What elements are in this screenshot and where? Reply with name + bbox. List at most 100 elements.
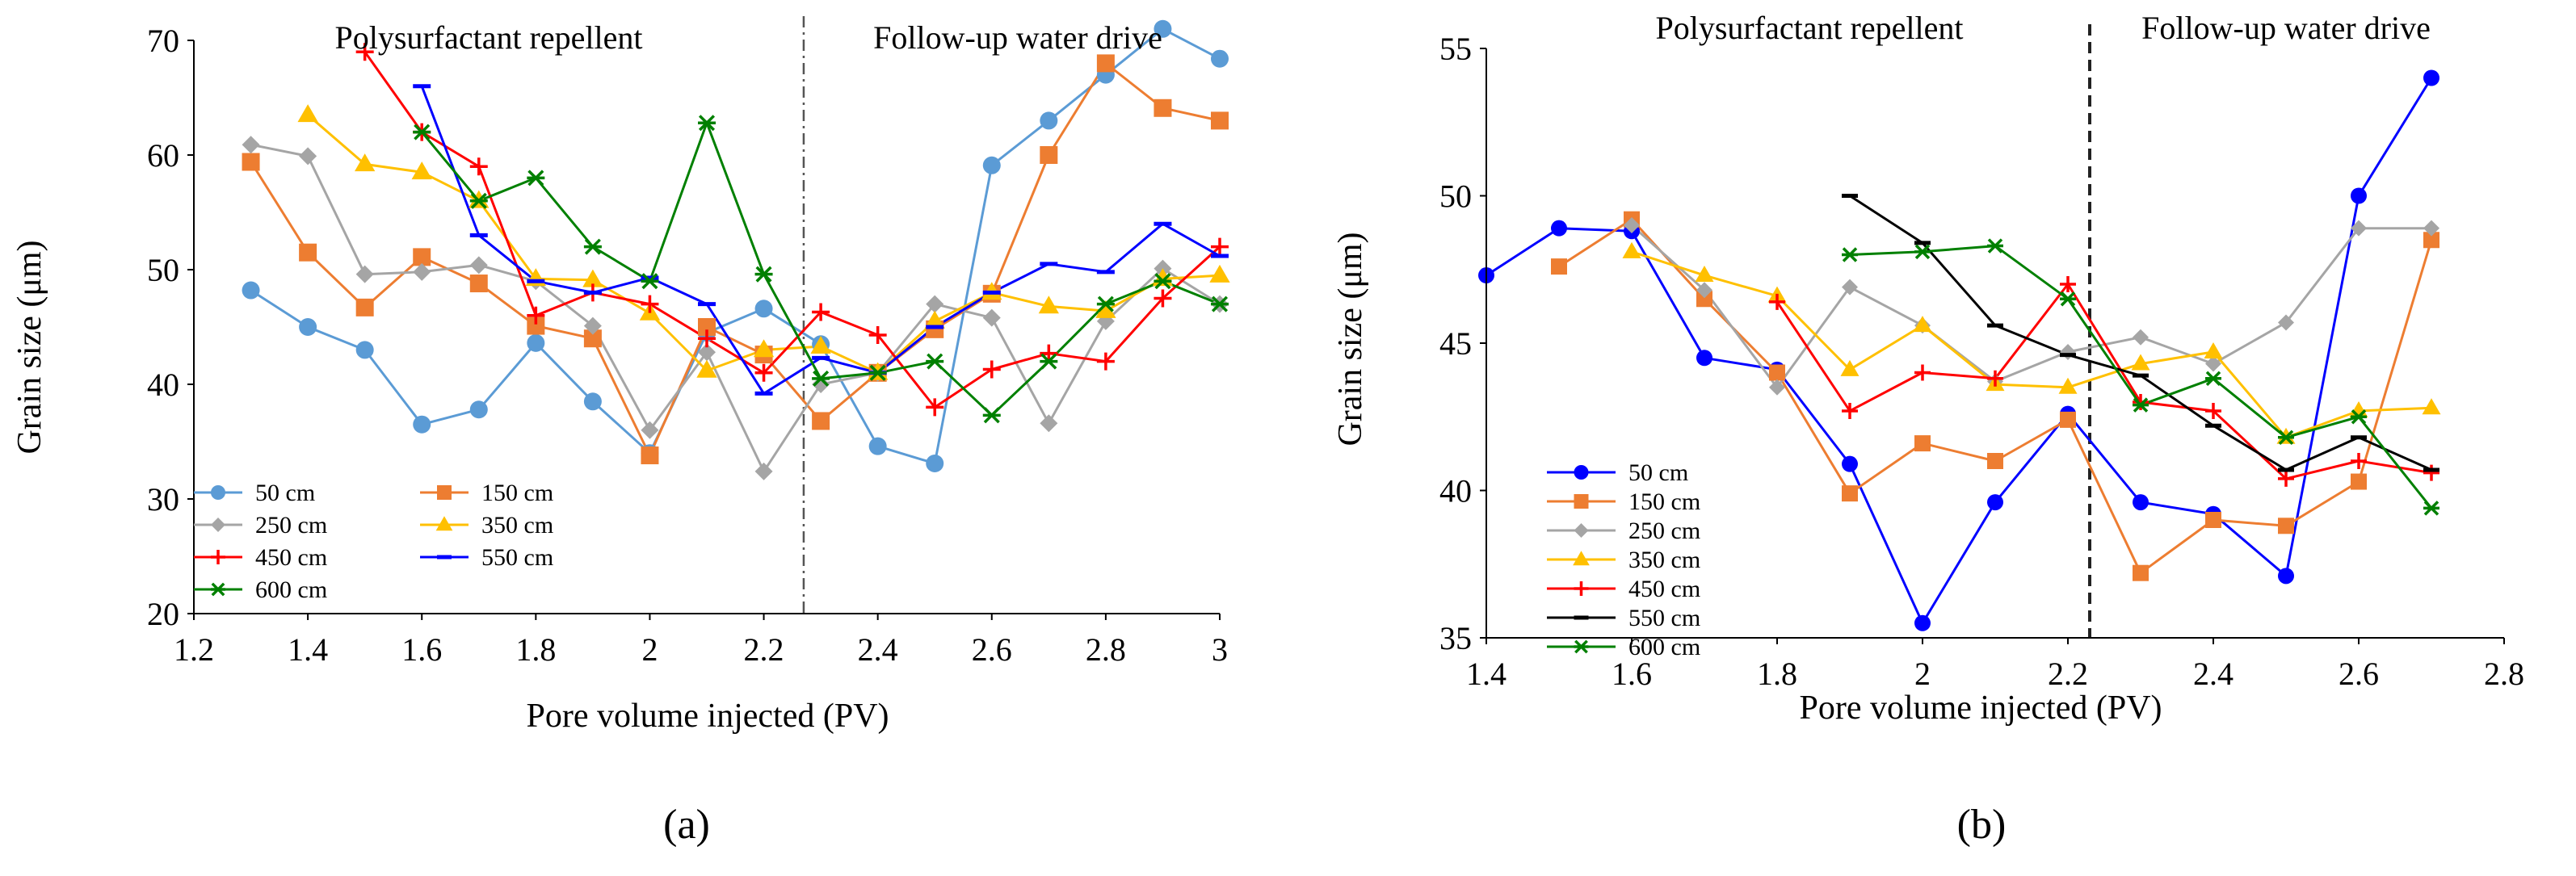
panel-b-point-450cm	[2133, 394, 2149, 410]
panel-a-y-tick-label: 30	[147, 481, 179, 518]
panel-b-legend-label-250cm: 250 cm	[1628, 518, 1700, 544]
panel-a-point-350cm	[297, 104, 318, 123]
panel-a-point-350cm	[411, 161, 432, 180]
panel-a-point-350cm	[753, 339, 775, 358]
panel-b-x-tick-label: 1.4	[1466, 656, 1507, 692]
panel-b-point-50cm	[1551, 220, 1567, 237]
panel-b-point-450cm	[2205, 402, 2221, 419]
panel-a-x-tick-label: 3	[1212, 631, 1228, 668]
panel-a-point-150cm	[698, 318, 716, 336]
panel-a-point-150cm	[527, 316, 545, 335]
panel-b-legend-marker-350cm	[1573, 551, 1590, 566]
panel-a-y-axis-title: Grain size (μm)	[11, 240, 48, 454]
panel-b-point-600cm	[2133, 397, 2149, 413]
panel-a-legend-marker-250cm	[211, 518, 225, 532]
panel-b-point-150cm	[2423, 232, 2439, 249]
panel-a-x-tick-label: 2.8	[1086, 631, 1126, 668]
panel-b-series-line-250cm	[1631, 224, 2431, 389]
panel-b-point-50cm	[1842, 455, 1858, 472]
panel-a-x-tick-label: 1.2	[174, 631, 214, 668]
panel-a-point-350cm	[1038, 295, 1059, 314]
panel-b-series-line-450cm	[1775, 283, 2432, 480]
panel-b-x-tick-label: 1.6	[1612, 656, 1652, 692]
panel-a-point-450cm	[1154, 289, 1172, 308]
panel-b-x-tick-label: 2.6	[2339, 656, 2379, 692]
panel-b-point-250cm	[2133, 329, 2149, 346]
panel-a-legend-marker-150cm	[437, 485, 452, 500]
panel-a-legend-marker-350cm	[435, 516, 453, 531]
panel-b-x-tick-label: 2.4	[2193, 656, 2234, 692]
panel-a-point-350cm	[696, 359, 717, 378]
panel-b-point-150cm	[1842, 485, 1858, 502]
panel-a-legend-label-600cm: 600 cm	[255, 576, 327, 603]
panel-b-y-tick-label: 50	[1439, 178, 1472, 215]
panel-a-x-tick-label: 2.2	[744, 631, 784, 668]
panel-a-point-150cm	[583, 329, 602, 348]
panel-a-point-350cm	[1209, 264, 1230, 283]
panel-a-point-150cm	[1096, 54, 1115, 73]
panel-b-point-50cm	[2278, 568, 2294, 585]
panel-b-legend-label-450cm: 450 cm	[1628, 576, 1700, 602]
panel-b-point-150cm	[2133, 564, 2149, 581]
panel-b-y-tick-label: 40	[1439, 473, 1472, 509]
panel-a-point-150cm	[355, 298, 374, 316]
panel-a-point-250cm	[413, 262, 431, 281]
panel-a-point-50cm	[469, 400, 488, 419]
panel-a-y-tick-label: 50	[147, 252, 179, 288]
panel-b-point-250cm	[2278, 314, 2294, 331]
panel-a-point-450cm	[868, 325, 887, 344]
panel-b-point-350cm	[2204, 342, 2223, 358]
panel-a-legend: 50 cm 150 cm 250 cm 350 cm 450 cm 550 cm 600 c…	[194, 480, 553, 603]
panel-b-point-50cm	[1987, 494, 2003, 511]
panel-a-legend-label-450cm: 450 cm	[255, 544, 327, 571]
panel-a-point-50cm	[868, 437, 887, 455]
panel-b-point-50cm	[2133, 494, 2149, 511]
panel-a-point-250cm	[355, 265, 374, 283]
panel-b-legend-label-150cm: 150 cm	[1628, 488, 1700, 515]
panel-b-point-350cm	[1913, 316, 1932, 333]
panel-a-point-450cm	[355, 43, 374, 61]
panel-a-legend-marker-50cm	[211, 485, 225, 500]
panel-b-legend-marker-250cm	[1574, 523, 1589, 538]
panel-b-point-150cm	[1551, 258, 1567, 275]
panel-a-series-line-600cm	[421, 121, 1221, 417]
panel-a-point-150cm	[1211, 111, 1229, 130]
panel-a-point-350cm	[924, 310, 945, 329]
panel-a-point-450cm	[1040, 344, 1058, 363]
panel-a-point-50cm	[1154, 19, 1172, 38]
panel-a-legend-label-350cm: 350 cm	[481, 512, 553, 539]
panel-a-point-600cm	[527, 170, 545, 187]
panel-a-y-tick-label: 20	[147, 596, 179, 632]
panel-a-point-150cm	[299, 243, 317, 262]
panel-a-point-150cm	[812, 412, 830, 430]
panel-b-point-450cm	[2351, 453, 2367, 469]
panel-a-x-tick-label: 1.4	[288, 631, 328, 668]
panel-b-point-350cm	[1622, 241, 1641, 258]
panel-a-point-600cm	[868, 364, 887, 381]
panel-a-point-350cm	[1095, 300, 1116, 318]
panel-b-point-50cm	[1914, 614, 1931, 631]
panel-a-series-line-450cm	[363, 51, 1221, 409]
panel-b-point-350cm	[2131, 354, 2150, 371]
panel-b-legend-label-600cm: 600 cm	[1628, 634, 1700, 660]
panel-a-series-line-50cm	[250, 27, 1221, 465]
panel-a-legend-marker-450cm	[211, 550, 225, 564]
panel-b-point-350cm	[2422, 398, 2441, 415]
panel-a-point-150cm	[469, 275, 488, 293]
panel-a-point-350cm	[582, 269, 603, 287]
panel-a-point-150cm	[1040, 146, 1058, 164]
panel-a-legend-label-50cm: 50 cm	[255, 480, 315, 506]
panel-b-point-450cm	[1914, 364, 1931, 381]
panel-b-point-600cm	[1842, 247, 1858, 262]
panel-a-legend-label-250cm: 250 cm	[255, 512, 327, 539]
panel-a-point-600cm	[413, 124, 431, 140]
panel-b-panel-label: (b)	[1957, 802, 2007, 848]
panel-a-point-350cm	[355, 153, 376, 172]
panel-a-point-250cm	[754, 462, 773, 480]
panel-a-point-50cm	[1040, 111, 1058, 130]
panel-b-point-250cm	[1696, 282, 1712, 299]
panel-a-point-50cm	[982, 156, 1001, 174]
panel-b-point-600cm	[2423, 501, 2439, 516]
panel-b-point-350cm	[1695, 266, 1714, 283]
